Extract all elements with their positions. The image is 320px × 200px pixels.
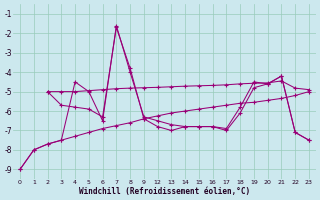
X-axis label: Windchill (Refroidissement éolien,°C): Windchill (Refroidissement éolien,°C) [79,187,250,196]
